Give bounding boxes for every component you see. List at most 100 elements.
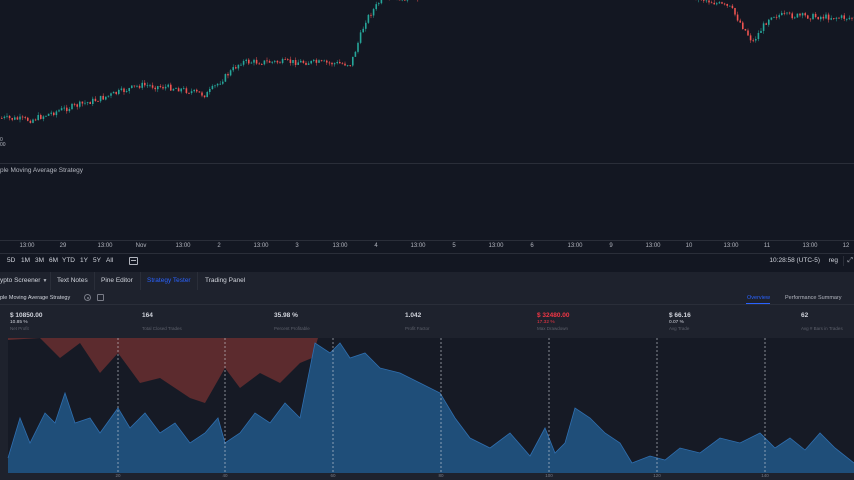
price-axis-label: 0 — [0, 137, 3, 143]
range-button-1y[interactable]: 1Y — [80, 257, 88, 264]
metric-percent: 17.32 % — [537, 320, 555, 325]
range-button-5y[interactable]: 5Y — [93, 257, 101, 264]
candle-body — [3, 116, 6, 119]
time-tick: 13:00 — [645, 243, 661, 249]
candle-body — [261, 64, 263, 65]
candle-body — [765, 23, 767, 25]
candle-body — [354, 51, 357, 57]
candle-body — [76, 104, 78, 107]
export-icon[interactable] — [97, 294, 104, 301]
metric-avg-bars-in-trades: 62 Avg # Bars in Trades — [801, 312, 843, 331]
candle-body — [843, 15, 845, 19]
range-button-5d[interactable]: 5D — [7, 257, 16, 264]
candle-body — [703, 0, 705, 1]
candle-body — [846, 18, 848, 20]
divider — [140, 272, 141, 290]
candle-body — [276, 60, 279, 63]
candle-body — [786, 12, 788, 14]
candle-body — [320, 60, 323, 62]
candle-body — [42, 116, 45, 119]
pane-divider[interactable] — [0, 163, 854, 164]
metric-avg-trade: $ 66.16 0.07 % Avg Trade — [669, 312, 691, 331]
equity-x-tick: 120 — [653, 473, 661, 478]
candle-body — [159, 86, 162, 88]
metric-profit-factor: 1.042 Profit Factor — [405, 312, 430, 331]
metric-label: Max Drawdown — [537, 326, 569, 331]
tab-overview[interactable]: Overview — [747, 295, 770, 301]
session-toggle[interactable]: reg — [828, 257, 838, 264]
candle-body — [367, 14, 370, 23]
tab-strategy-tester[interactable]: Strategy Tester — [147, 277, 191, 284]
calendar-icon[interactable] — [129, 257, 138, 265]
candle-body — [721, 2, 723, 4]
divider — [94, 272, 95, 290]
strategy-header: ple Moving Average Strategy Overview Per… — [0, 290, 854, 305]
candle-body — [302, 60, 305, 63]
divider — [50, 272, 51, 290]
candle-body — [406, 0, 409, 1]
candle-body — [372, 9, 375, 16]
equity-chart[interactable] — [0, 338, 854, 473]
candle-body — [289, 59, 292, 64]
candle-body — [141, 82, 143, 88]
candle-body — [193, 89, 195, 92]
candle-body — [6, 115, 8, 117]
candle-body — [726, 3, 728, 6]
tab-trading-panel[interactable]: Trading Panel — [205, 277, 246, 284]
candle-body — [357, 42, 359, 52]
candle-body — [292, 60, 294, 64]
candle-body — [136, 85, 138, 87]
candle-body — [279, 62, 281, 64]
candle-body — [333, 63, 336, 65]
time-tick: 5 — [452, 243, 456, 249]
candle-body — [94, 98, 97, 102]
range-button-1m[interactable]: 1M — [21, 257, 31, 264]
metric-percent: 0.07 % — [669, 320, 684, 325]
candle-body — [812, 13, 814, 20]
clock-timezone[interactable]: 10:28:58 (UTC-5) — [769, 257, 820, 264]
indicator-pane-label[interactable]: ple Moving Average Strategy — [0, 167, 83, 174]
range-button-6m[interactable]: 6M — [49, 257, 59, 264]
range-button-all[interactable]: All — [106, 257, 114, 264]
candle-body — [250, 62, 253, 64]
equity-x-tick: 140 — [761, 473, 769, 478]
candle-body — [305, 62, 307, 65]
tab-performance-summary[interactable]: Performance Summary — [785, 295, 842, 301]
candle-body — [729, 5, 731, 7]
candle-body — [274, 60, 276, 62]
metric-value: 1.042 — [405, 312, 422, 319]
candle-body — [107, 95, 110, 97]
candle-body — [45, 115, 47, 117]
range-button-3m[interactable]: 3M — [35, 257, 45, 264]
time-tick: 12 — [842, 243, 850, 249]
candle-body — [736, 14, 739, 21]
candle-body — [133, 85, 136, 87]
price-chart[interactable]: 0 00 ple Moving Average Strategy — [0, 0, 854, 240]
tab-text-notes[interactable]: Text Notes — [57, 277, 88, 284]
candle-body — [848, 17, 851, 19]
candle-body — [716, 3, 718, 5]
candle-body — [89, 102, 91, 104]
candle-body — [99, 95, 102, 102]
candle-body — [29, 120, 32, 123]
candle-body — [773, 16, 775, 18]
candle-body — [180, 88, 182, 92]
range-button-ytd[interactable]: YTD — [62, 257, 75, 264]
time-tick: 13:00 — [723, 243, 739, 249]
candle-body — [1, 118, 3, 119]
candle-body — [799, 13, 801, 16]
tab-pine-editor[interactable]: Pine Editor — [101, 277, 133, 284]
gear-icon[interactable] — [84, 294, 91, 301]
candle-body — [352, 56, 354, 66]
candle-body — [190, 91, 193, 94]
maximize-icon[interactable]: ⤢ — [847, 257, 853, 264]
candle-body — [151, 85, 154, 88]
candle-body — [27, 117, 29, 121]
metric-net-profit: $ 10850.00 10.85 % Net Profit — [10, 312, 43, 331]
candle-body — [757, 32, 760, 40]
tab-crypto-screener[interactable]: ypto Screener ▼ — [0, 277, 47, 284]
strategy-name[interactable]: ple Moving Average Strategy — [0, 295, 71, 301]
candle-body — [380, 0, 383, 4]
time-axis[interactable]: 13:00 29 13:00 Nov 13:00 2 13:00 3 13:00… — [0, 240, 854, 252]
candle-body — [198, 91, 201, 93]
